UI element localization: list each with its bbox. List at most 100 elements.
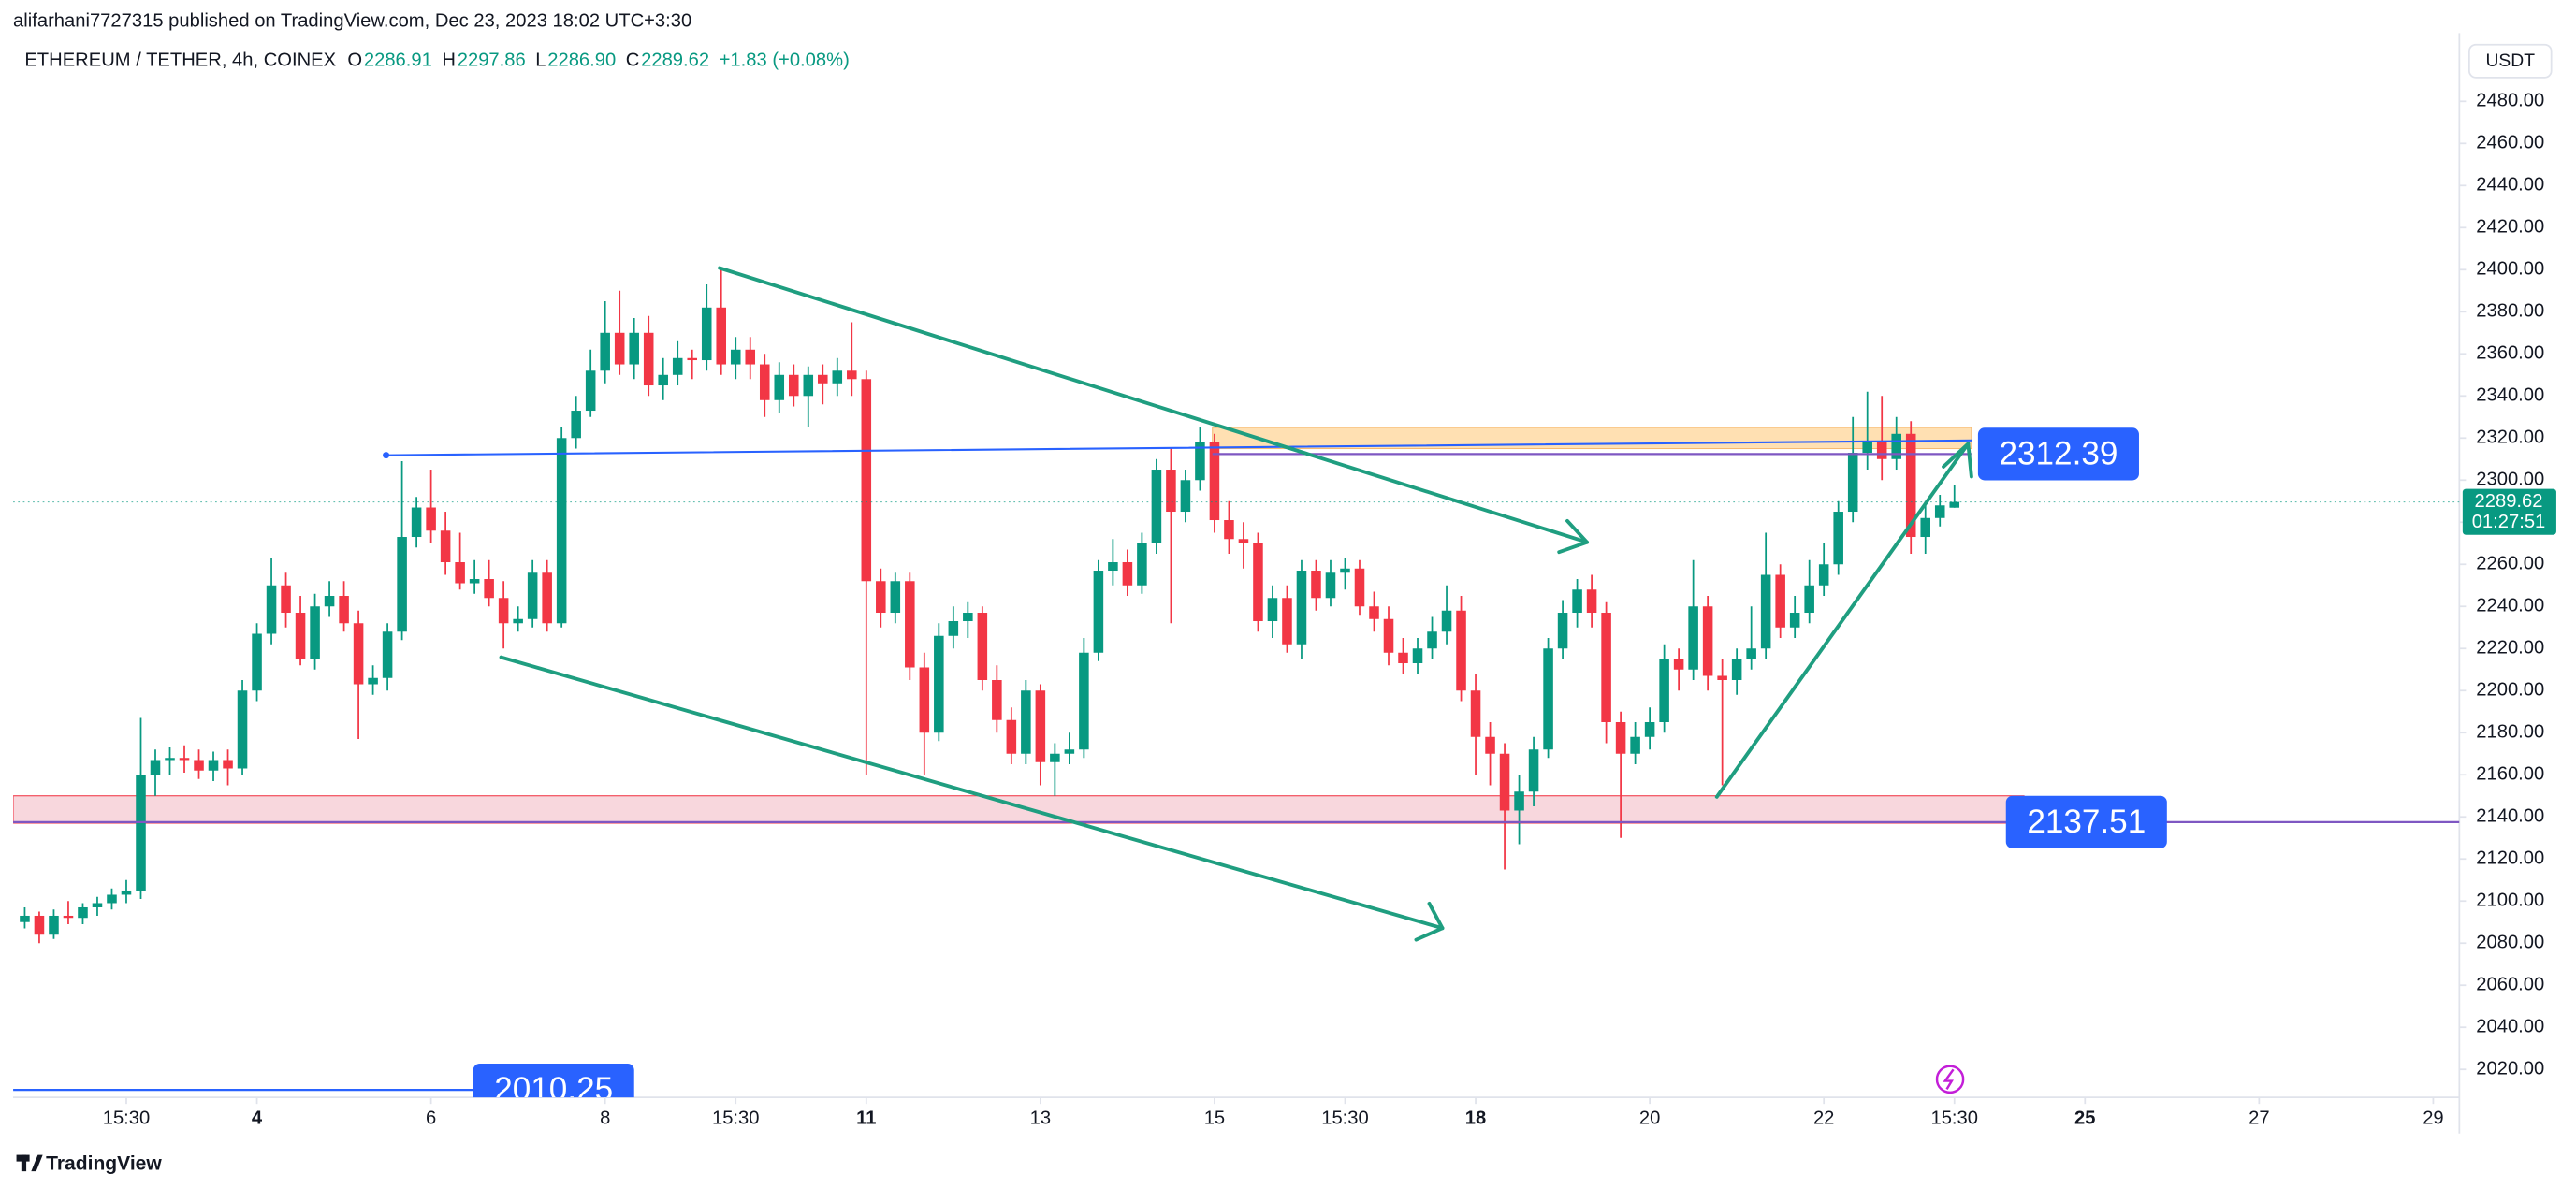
candle-body [1905,433,1916,538]
logo-part [31,1154,43,1172]
candle-body [1369,606,1379,619]
candle-body [1224,520,1234,540]
candle-body [1876,442,1887,459]
arrow-line [1714,442,1971,799]
y-tick-label: 2360.00 [2476,343,2544,364]
candle-body [556,438,567,624]
brand: TradingView [46,1153,162,1175]
candle-body [1093,571,1104,653]
candle-body [614,332,625,365]
candle-body [1601,613,1611,722]
y-tick-label: 2200.00 [2476,680,2544,701]
candle-body [1557,613,1568,649]
candle-body [818,374,828,384]
y-tick-label: 2400.00 [2476,259,2544,280]
candle-body [1746,648,1756,659]
last-price-label: 2289.62 [2475,491,2543,512]
countdown: 01:27:51 [2472,512,2546,532]
candle-body [948,621,959,636]
candle-body [890,581,901,614]
legend-key: L [535,51,546,71]
candle-body [368,677,378,685]
candle-body [1702,606,1713,676]
candle-body [672,357,683,375]
y-tick-label: 2260.00 [2476,554,2544,574]
last-price-box [2462,488,2556,535]
candle-body [1934,505,1945,518]
candle-body [992,680,1002,720]
candle-body [919,667,930,733]
candle-body [397,537,407,632]
candle-body [1021,690,1031,754]
candle-body [1340,568,1350,573]
candle-body [905,581,915,668]
candle-body [1470,690,1481,737]
price-label-box [2005,795,2167,848]
trend-line [385,439,1972,456]
candle-body [1630,736,1640,754]
logo-part [21,1154,27,1172]
candle-body [1050,753,1060,762]
candle-body [1818,564,1829,586]
candle-body [759,364,770,400]
y-tick-label: 2020.00 [2476,1059,2544,1079]
legend-value: 2286.90 [547,51,616,71]
candle-body [745,349,756,365]
candle-body [803,374,814,397]
candle-body [1485,736,1495,754]
candle-body [1847,453,1858,513]
candle-body [1296,571,1307,645]
candle-body [498,598,509,624]
candle-body [658,374,668,386]
candle-body [1311,571,1321,599]
candle-body [1267,598,1278,622]
candle-body [600,332,610,371]
candle-body [1543,648,1553,750]
candle-body [643,332,654,386]
candle-body [411,507,422,538]
candle-body [1775,574,1785,628]
candle-body [629,332,639,365]
candle-body [1644,721,1655,737]
x-tick-label: 8 [600,1108,610,1128]
price-label: 2312.39 [1999,435,2118,471]
candle-body [832,370,843,384]
candle-body [1006,719,1017,754]
legend-symbol: ETHEREUM / TETHER, 4h, COINEX [24,51,336,71]
candle-body [1427,631,1437,649]
candle-body [136,775,146,891]
candle-body [716,307,727,365]
candle-body [1862,442,1872,454]
candle-body [179,758,190,761]
candle-body [150,760,161,775]
candle-body [252,633,262,691]
legend-key: H [442,51,456,71]
trend-line-anchor [383,452,390,459]
candle-body [1253,543,1263,622]
candle-body [121,890,132,895]
candle-body [1949,501,1960,508]
y-tick-label: 2220.00 [2476,638,2544,659]
candle-body [1282,598,1292,645]
zone [13,795,2025,824]
candle-body [1891,433,1901,459]
x-tick-label: 6 [426,1108,436,1128]
arrow-head [1942,442,1973,479]
candle-body [1499,753,1510,811]
plot-area: 2312.39 2137.51 2010.25 [13,266,2460,1098]
y-tick-label: 2460.00 [2476,133,2544,153]
y-tick-label: 2480.00 [2476,91,2544,111]
x-tick-label: 15:30 [1930,1108,1978,1128]
x-tick-label: 15 [1204,1108,1225,1128]
candle-body [208,760,219,771]
candle-body [49,915,59,935]
legend-key: O [347,51,362,71]
candle-body [687,357,697,361]
candle-body [281,585,291,614]
candle-body [194,760,204,771]
y-tick-label: 2040.00 [2476,1017,2544,1037]
candle-body [1688,606,1698,670]
zones [13,427,2025,824]
legend-value: 2297.86 [458,51,526,71]
y-tick-label: 2060.00 [2476,975,2544,995]
